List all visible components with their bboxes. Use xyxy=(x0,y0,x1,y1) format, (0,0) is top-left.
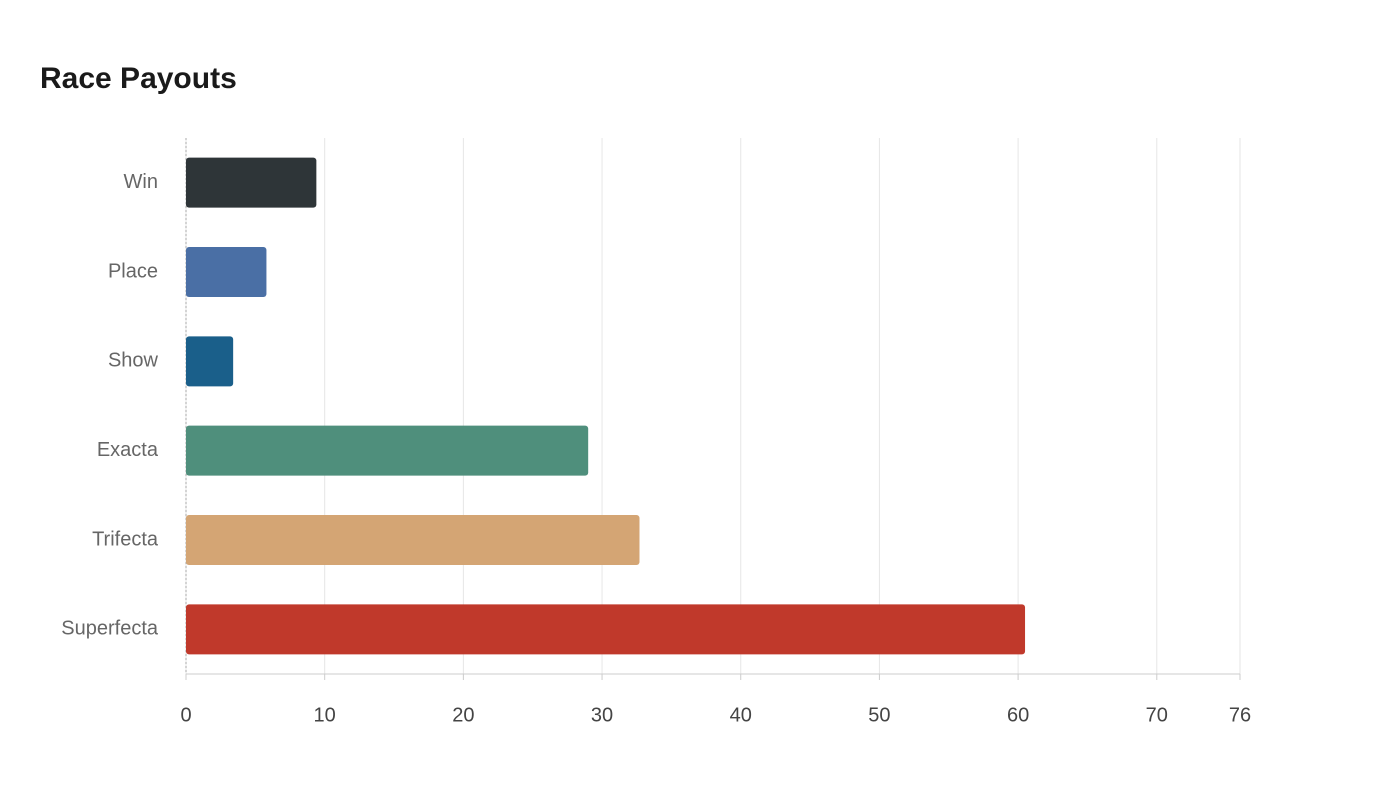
chart-title: Race Payouts xyxy=(40,62,237,95)
y-tick-label: Trifecta xyxy=(92,528,159,550)
x-tick-label: 76 xyxy=(1229,704,1251,726)
x-tick-label: 10 xyxy=(314,704,336,726)
bar xyxy=(186,247,267,297)
bar xyxy=(186,336,234,387)
x-tick-label: 0 xyxy=(180,704,191,726)
bar xyxy=(186,157,317,208)
y-tick-label: Exacta xyxy=(97,439,159,461)
x-tick-label: 40 xyxy=(730,704,752,726)
x-tick-label: 60 xyxy=(1007,704,1029,726)
bar xyxy=(186,604,1026,655)
x-tick-label: 30 xyxy=(591,704,613,726)
x-tick-label: 50 xyxy=(868,704,890,726)
y-tick-label: Place xyxy=(108,260,158,282)
y-tick-label: Show xyxy=(108,350,159,372)
bar xyxy=(186,425,589,476)
x-tick-label: 20 xyxy=(452,704,474,726)
x-tick-label: 70 xyxy=(1146,704,1168,726)
bar xyxy=(186,515,640,565)
y-tick-label: Superfecta xyxy=(61,618,159,640)
y-tick-label: Win xyxy=(124,171,158,193)
